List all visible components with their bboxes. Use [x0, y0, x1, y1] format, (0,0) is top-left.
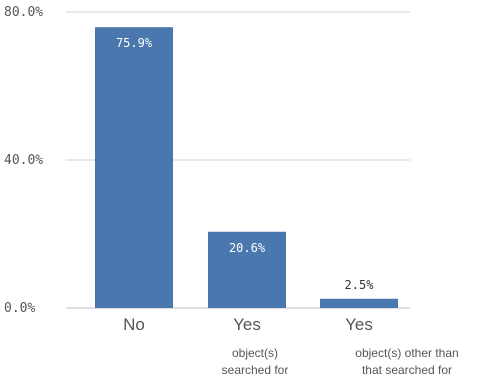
- data-label: 2.5%: [345, 278, 375, 292]
- y-tick-label: 80.0%: [4, 5, 43, 20]
- category-sublabel: that searched for: [362, 363, 452, 377]
- category-sublabel: object(s): [232, 346, 278, 360]
- data-label: 75.9%: [116, 36, 153, 50]
- category-label: No: [123, 315, 145, 334]
- y-tick-label: 0.0%: [4, 301, 35, 316]
- category-sublabel: object(s) other than: [355, 346, 458, 360]
- bar: [320, 298, 398, 308]
- category-sublabel: searched for: [222, 363, 289, 377]
- bars-layer: [95, 27, 398, 308]
- category-label: Yes: [233, 315, 261, 334]
- category-label: Yes: [345, 315, 373, 334]
- labels-layer: 0.0% 40.0% 80.0% 75.9% No 20.6% Yes object(s) se…: [4, 5, 459, 377]
- bar: [95, 27, 173, 308]
- y-tick-label: 40.0%: [4, 153, 43, 168]
- bar: [208, 231, 286, 308]
- data-label: 20.6%: [229, 241, 266, 255]
